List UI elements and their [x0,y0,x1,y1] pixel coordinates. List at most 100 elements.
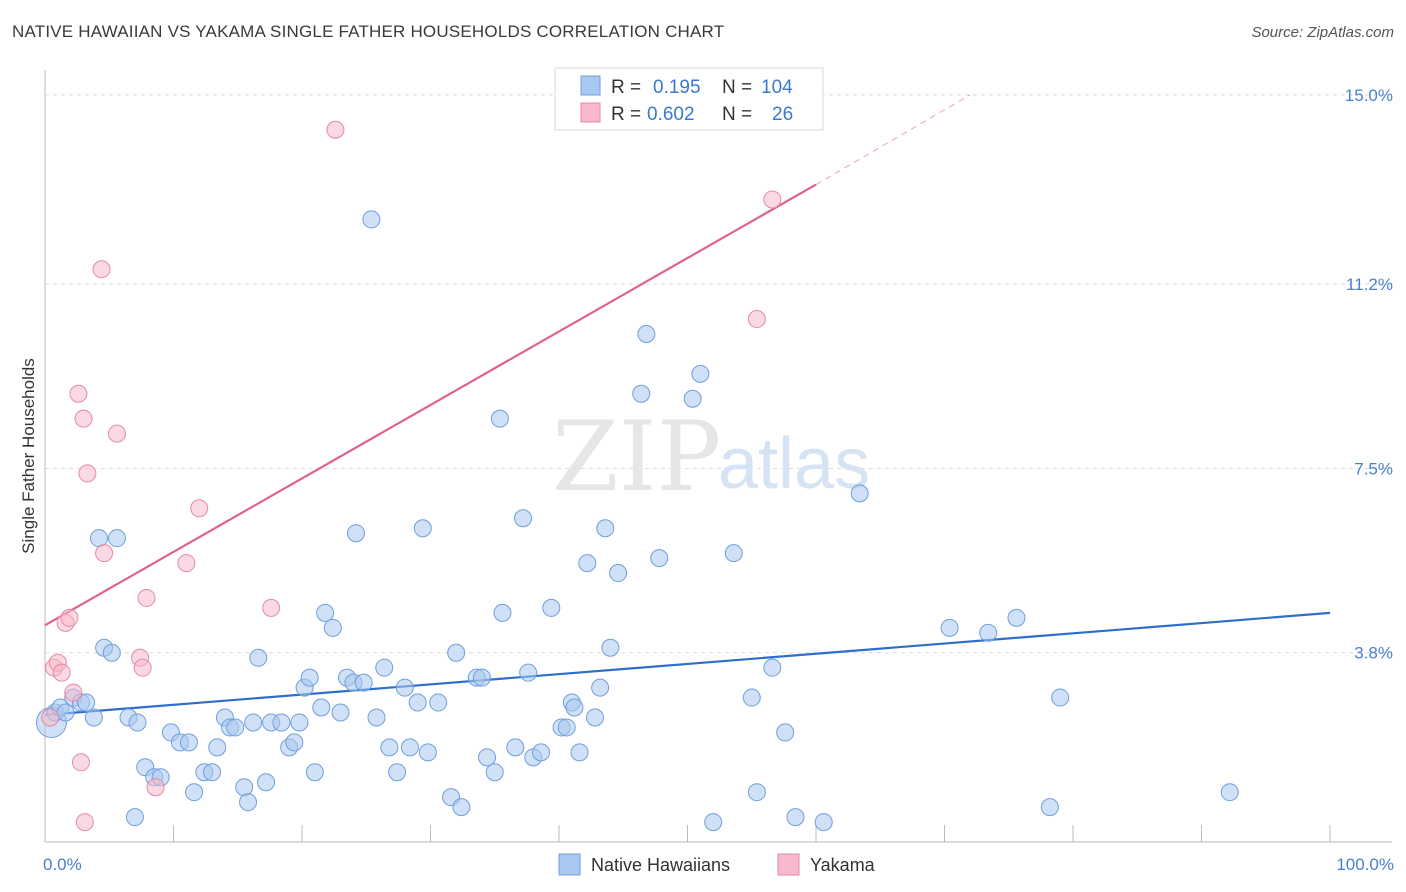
point-native-hawaiians [472,668,491,687]
grid-lines [45,94,1392,654]
point-native-hawaiians [400,738,419,757]
point-native-hawaiians [408,693,427,712]
y-axis-label: Single Father Households [19,358,38,554]
point-yakama [107,424,126,443]
point-yakama [60,608,79,627]
watermark-atlas: atlas [718,424,870,504]
point-native-hawaiians [362,210,381,229]
point-native-hawaiians [490,409,509,428]
point-yakama [92,260,111,279]
point-native-hawaiians [650,549,669,568]
point-native-hawaiians [300,668,319,687]
point-native-hawaiians [305,763,324,782]
point-native-hawaiians [742,688,761,707]
point-native-hawaiians [1220,783,1239,802]
point-native-hawaiians [850,484,869,503]
point-native-hawaiians [814,813,833,832]
legend-r-label-1: R = [611,77,641,98]
point-yakama [177,554,196,573]
source-label: Source: ZipAtlas.com [1251,24,1394,41]
point-native-hawaiians [570,743,589,762]
point-native-hawaiians [591,678,610,697]
point-native-hawaiians [312,698,331,717]
point-native-hawaiians [56,703,75,722]
point-native-hawaiians [418,743,437,762]
point-native-hawaiians [185,783,204,802]
series-legend-yakama: Yakama [810,855,876,875]
data-points [35,120,1239,832]
point-yakama [75,813,94,832]
point-native-hawaiians [557,718,576,737]
legend-r-label-2: R = [611,104,641,125]
point-native-hawaiians [354,673,373,692]
point-native-hawaiians [257,773,276,792]
point-yakama [747,310,766,329]
point-native-hawaiians [125,808,144,827]
series-legend-swatch-native-hawaiians [558,853,581,876]
legend-r-value-1: 0.195 [653,77,701,98]
point-native-hawaiians [979,623,998,642]
point-native-hawaiians [235,778,254,797]
point-native-hawaiians [585,708,604,727]
point-native-hawaiians [290,713,309,732]
point-yakama [78,464,97,483]
point-native-hawaiians [532,743,551,762]
point-native-hawaiians [272,713,291,732]
point-yakama [137,588,156,607]
point-native-hawaiians [226,718,245,737]
y-tick-label: 11.2% [1346,275,1393,294]
point-native-hawaiians [940,618,959,637]
point-native-hawaiians [128,713,147,732]
point-yakama [133,658,152,677]
point-native-hawaiians [249,648,268,667]
legend-n-value-2: 26 [772,104,793,125]
point-native-hawaiians [102,643,121,662]
point-native-hawaiians [388,763,407,782]
point-native-hawaiians [331,703,350,722]
point-native-hawaiians [375,658,394,677]
legend: R = 0.195 N = 104 R = 0.602 N = 26 [554,67,824,131]
point-native-hawaiians [179,733,198,752]
point-native-hawaiians [107,529,126,548]
point-native-hawaiians [578,554,597,573]
point-native-hawaiians [244,713,263,732]
point-native-hawaiians [691,364,710,383]
point-yakama [71,753,90,772]
point-native-hawaiians [413,519,432,538]
point-native-hawaiians [724,544,743,563]
point-yakama [95,544,114,563]
point-native-hawaiians [429,693,448,712]
point-native-hawaiians [601,638,620,657]
series-legend: Native Hawaiians Yakama [558,853,876,876]
point-native-hawaiians [637,324,656,343]
y-tick-label: 7.5% [1354,459,1393,478]
point-yakama [74,409,93,428]
legend-swatch-yakama [580,102,601,123]
point-native-hawaiians [763,658,782,677]
chart-title: NATIVE HAWAIIAN VS YAKAMA SINGLE FATHER … [12,22,725,41]
point-yakama [326,120,345,139]
legend-n-value-1: 104 [761,77,793,98]
y-tick-label: 15.0% [1345,86,1393,105]
series-legend-native-hawaiians: Native Hawaiians [591,855,730,875]
legend-r-value-2: 0.602 [647,104,695,125]
point-native-hawaiians [89,529,108,548]
point-native-hawaiians [683,389,702,408]
point-native-hawaiians [239,793,258,812]
trend-lines [44,94,1331,717]
watermark-zip: ZIP [552,401,721,513]
point-yakama [262,598,281,617]
point-native-hawaiians [704,813,723,832]
point-native-hawaiians [452,798,471,817]
point-native-hawaiians [323,618,342,637]
point-native-hawaiians [203,763,222,782]
point-native-hawaiians [565,698,584,717]
point-native-hawaiians [285,733,304,752]
legend-n-label-2: N = [722,104,752,125]
point-yakama [69,384,88,403]
y-tick-labels: 3.8% 7.5% 11.2% 15.0% [1345,86,1393,663]
point-native-hawaiians [1051,688,1070,707]
x-tick-labels: 0.0% 100.0% [43,855,1394,874]
point-native-hawaiians [84,708,103,727]
point-native-hawaiians [493,603,512,622]
